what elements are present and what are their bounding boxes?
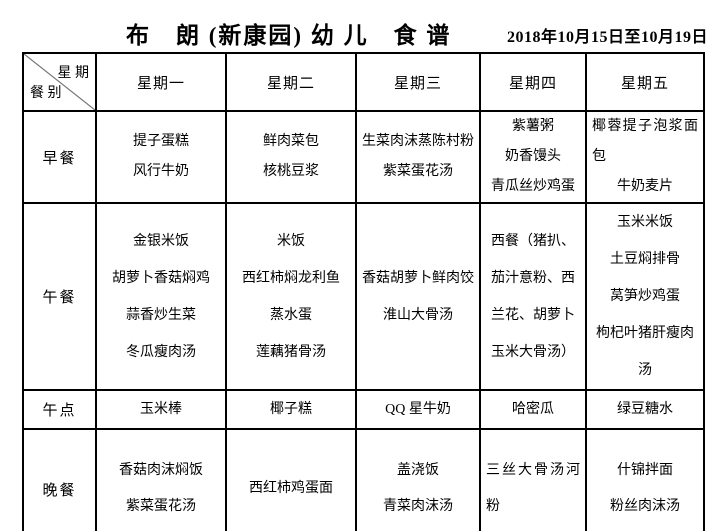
dish-item: 西红柿鸡蛋面 xyxy=(249,481,333,496)
header-row: 星 期 餐 别 星期一 星期二 星期三 星期四 星期五 xyxy=(22,52,705,112)
meal-label: 午点 xyxy=(22,389,97,430)
dish-item: 冬瓜瘦肉汤 xyxy=(126,344,196,360)
date-range: 2018年10月15日至10月19日 xyxy=(506,29,708,46)
corner-label-week: 星 期 xyxy=(57,66,90,81)
menu-cell: 提子蛋糕 风行牛奶 xyxy=(95,110,227,204)
menu-cell: 盖浇饭 青菜肉沫汤 xyxy=(355,428,481,531)
dish-item: 哈密瓜 xyxy=(512,401,554,417)
dish-item: 风行牛奶 xyxy=(133,164,189,179)
menu-cell: 三丝大骨汤河粉 xyxy=(479,428,587,531)
dish-item: 什锦拌面 xyxy=(617,463,673,478)
menu-cell: 哈密瓜 xyxy=(479,389,587,430)
dish-item: 盖浇饭 xyxy=(397,463,439,478)
corner-label-meal: 餐 别 xyxy=(30,86,62,101)
page-title: 布 朗 (新康园) 幼 儿 食 谱 xyxy=(126,23,452,48)
dish-item: 牛奶麦片 xyxy=(617,179,673,194)
menu-cell: 绿豆糖水 xyxy=(585,389,705,430)
dish-item: 椰蓉提子泡浆面包 xyxy=(592,119,698,164)
menu-cell: 西餐（猪扒、茄汁意粉、西兰花、胡萝卜玉米大骨汤） xyxy=(479,202,587,391)
day-header: 星期三 xyxy=(355,52,481,112)
day-header: 星期一 xyxy=(95,52,227,112)
dish-item: 紫菜蛋花汤 xyxy=(126,499,196,514)
menu-cell: 什锦拌面 粉丝肉沫汤 xyxy=(585,428,705,531)
dish-item: 奶香馒头 xyxy=(505,149,561,164)
dish-item: 胡萝卜香菇焖鸡 xyxy=(112,270,210,286)
meal-label: 早餐 xyxy=(22,110,97,204)
dish-item: 米饭 xyxy=(277,233,305,249)
dish-item: 莴笋炒鸡蛋 xyxy=(610,289,680,304)
dish-item: 椰子糕 xyxy=(270,401,312,417)
dish-item: 枸杞叶猪肝瘦肉汤 xyxy=(596,326,694,378)
dish-item: 三丝大骨汤河粉 xyxy=(486,463,580,514)
dish-item: 绿豆糖水 xyxy=(617,401,673,417)
menu-row: 晚餐 香菇肉沫焖饭 紫菜蛋花汤 西红柿鸡蛋面 盖浇饭 青菜肉沫汤 三丝大骨汤河粉 什锦拌面 粉丝… xyxy=(22,428,705,531)
dish-item: 核桃豆浆 xyxy=(263,164,319,179)
dish-item: 土豆焖排骨 xyxy=(610,252,680,267)
day-header: 星期五 xyxy=(585,52,705,112)
menu-cell: 香菇胡萝卜鲜肉饺 淮山大骨汤 xyxy=(355,202,481,391)
dish-item: 粉丝肉沫汤 xyxy=(610,499,680,514)
menu-cell: 生菜肉沫蒸陈村粉 紫菜蛋花汤 xyxy=(355,110,481,204)
menu-row: 午餐 金银米饭 胡萝卜香菇焖鸡 蒜香炒生菜 冬瓜瘦肉汤 米饭 西红柿焖龙利鱼 蒸水蛋 莲藕猪骨汤… xyxy=(22,202,705,391)
menu-cell: 香菇肉沫焖饭 紫菜蛋花汤 xyxy=(95,428,227,531)
dish-item: 青菜肉沫汤 xyxy=(383,499,453,514)
dish-item: 蒜香炒生菜 xyxy=(126,307,196,323)
meal-label: 晚餐 xyxy=(22,428,97,531)
menu-cell: 金银米饭胡萝卜香菇焖鸡 蒜香炒生菜冬瓜瘦肉汤 xyxy=(95,202,227,391)
menu-cell: QQ 星牛奶 xyxy=(355,389,481,430)
meal-label: 午餐 xyxy=(22,202,97,391)
dish-item: 香菇胡萝卜鲜肉饺 xyxy=(362,270,474,286)
menu-table-header: 星 期 餐 别 星期一 星期二 星期三 星期四 星期五 xyxy=(22,52,705,112)
menu-cell: 玉米米饭土豆焖排骨莴笋炒鸡蛋枸杞叶猪肝瘦肉汤 xyxy=(585,202,705,391)
corner-cell: 星 期 餐 别 xyxy=(22,52,97,112)
dish-item: 鲜肉菜包 xyxy=(263,134,319,149)
dish-item: 淮山大骨汤 xyxy=(383,307,453,323)
menu-table: 星 期 餐 别 星期一 星期二 星期三 星期四 星期五 早餐 提子蛋糕 风行牛奶 鲜肉菜包 核桃… xyxy=(22,52,705,531)
dish-item: 蒸水蛋 xyxy=(270,307,312,323)
menu-cell: 紫薯粥奶香馒头青瓜丝炒鸡蛋 xyxy=(479,110,587,204)
dish-item: 紫薯粥 xyxy=(512,119,554,134)
dish-item: 玉米棒 xyxy=(140,401,182,417)
menu-cell: 西红柿鸡蛋面 xyxy=(225,428,357,531)
dish-item: 西餐（猪扒、茄汁意粉、西兰花、胡萝卜玉米大骨汤） xyxy=(491,233,575,360)
day-header: 星期二 xyxy=(225,52,357,112)
dish-item: 生菜肉沫蒸陈村粉 xyxy=(362,134,474,149)
menu-cell: 椰子糕 xyxy=(225,389,357,430)
dish-item: 提子蛋糕 xyxy=(133,134,189,149)
day-header: 星期四 xyxy=(479,52,587,112)
menu-table-body: 早餐 提子蛋糕 风行牛奶 鲜肉菜包 核桃豆浆 生菜肉沫蒸陈村粉 紫菜蛋花汤 紫薯粥 奶香馒头 青瓜… xyxy=(22,110,705,531)
dish-item: 莲藕猪骨汤 xyxy=(256,344,326,360)
dish-item: 金银米饭 xyxy=(133,233,189,249)
diagonal-divider-line xyxy=(24,54,95,110)
menu-cell: 椰蓉提子泡浆面包牛奶麦片 xyxy=(585,110,705,204)
menu-cell: 鲜肉菜包 核桃豆浆 xyxy=(225,110,357,204)
dish-item: QQ 星牛奶 xyxy=(385,401,451,417)
dish-item: 紫菜蛋花汤 xyxy=(383,164,453,179)
menu-cell: 玉米棒 xyxy=(95,389,227,430)
dish-item: 玉米米饭 xyxy=(617,215,673,230)
dish-item: 青瓜丝炒鸡蛋 xyxy=(491,179,575,194)
menu-row: 午点 玉米棒 椰子糕 QQ 星牛奶 哈密瓜 绿豆糖水 xyxy=(22,389,705,430)
menu-cell: 米饭西红柿焖龙利鱼 蒸水蛋莲藕猪骨汤 xyxy=(225,202,357,391)
menu-row: 早餐 提子蛋糕 风行牛奶 鲜肉菜包 核桃豆浆 生菜肉沫蒸陈村粉 紫菜蛋花汤 紫薯粥 奶香馒头 青瓜… xyxy=(22,110,705,204)
dish-item: 香菇肉沫焖饭 xyxy=(119,463,203,478)
dish-item: 西红柿焖龙利鱼 xyxy=(242,270,340,286)
